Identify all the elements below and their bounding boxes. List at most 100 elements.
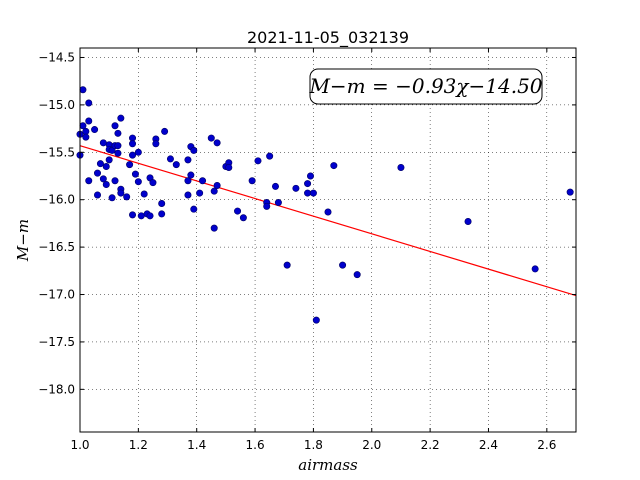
- data-point: [134, 148, 142, 156]
- data-point: [99, 139, 107, 147]
- y-tick-label: −17.5: [38, 335, 75, 349]
- data-point: [312, 316, 320, 324]
- data-point: [213, 181, 221, 189]
- data-point: [105, 156, 113, 164]
- data-point: [85, 99, 93, 107]
- x-tick-label: 2.4: [479, 438, 498, 452]
- x-tick-label: 1.6: [246, 438, 265, 452]
- data-point: [134, 178, 142, 186]
- data-point: [266, 152, 274, 160]
- data-point: [129, 140, 137, 148]
- x-tick-label: 1.4: [187, 438, 206, 452]
- data-point: [207, 134, 215, 142]
- data-point: [111, 122, 119, 130]
- data-point: [79, 122, 87, 130]
- data-point: [254, 157, 262, 165]
- data-point: [137, 212, 145, 220]
- plot-frame: [79, 47, 577, 433]
- data-point: [117, 114, 125, 122]
- data-point: [464, 218, 472, 226]
- grid-lines: [79, 48, 576, 432]
- data-point: [330, 162, 338, 170]
- data-point: [114, 142, 122, 150]
- data-point: [96, 160, 104, 168]
- data-point: [274, 199, 282, 207]
- data-point: [248, 177, 256, 185]
- data-point: [187, 171, 195, 179]
- data-point: [85, 177, 93, 185]
- data-point: [131, 170, 139, 178]
- data-point: [184, 177, 192, 185]
- data-point: [82, 133, 90, 141]
- y-tick-label: −18.0: [38, 382, 75, 396]
- data-point: [140, 190, 148, 198]
- data-point: [184, 191, 192, 199]
- data-points: [76, 86, 574, 324]
- data-point: [309, 189, 317, 197]
- data-point: [114, 129, 122, 137]
- data-point: [111, 177, 119, 185]
- y-tick-label: −17.0: [38, 288, 75, 302]
- annotation-text: M−m = −0.93χ−14.50: [308, 74, 542, 98]
- chart-title: 2021-11-05_032139: [247, 28, 409, 48]
- x-tick-label: 1.0: [70, 438, 89, 452]
- data-point: [339, 261, 347, 269]
- data-point: [99, 175, 107, 183]
- data-point: [184, 156, 192, 164]
- data-point: [91, 126, 99, 134]
- plot-area: [80, 48, 576, 432]
- data-point: [108, 194, 116, 202]
- data-point: [79, 86, 87, 94]
- data-point: [234, 207, 242, 215]
- annotation-box: M−m = −0.93χ−14.50: [308, 68, 543, 105]
- data-point: [94, 169, 102, 177]
- data-point: [149, 179, 157, 187]
- data-point: [397, 163, 405, 171]
- data-point: [161, 127, 169, 135]
- data-point: [566, 188, 574, 196]
- data-point: [271, 182, 279, 190]
- data-point: [123, 193, 131, 201]
- data-point: [166, 155, 174, 163]
- data-point: [152, 140, 160, 148]
- y-tick-label: −15.5: [38, 145, 75, 159]
- data-point: [531, 265, 539, 273]
- x-tick-label: 1.8: [304, 438, 323, 452]
- data-point: [146, 212, 154, 220]
- x-tick-label: 2.0: [362, 438, 381, 452]
- data-point: [225, 163, 233, 171]
- x-tick-label: 2.6: [537, 438, 556, 452]
- data-point: [283, 261, 291, 269]
- data-point: [158, 210, 166, 218]
- fit-line: [79, 145, 577, 297]
- y-tick-label: −16.0: [38, 193, 75, 207]
- y-axis-label: M−m: [14, 219, 32, 262]
- fit-line-group: [79, 145, 577, 297]
- data-point: [190, 146, 198, 154]
- data-point: [263, 202, 271, 210]
- annotation-frame: [309, 68, 543, 105]
- data-point: [304, 180, 312, 188]
- data-point: [117, 189, 125, 197]
- data-point: [306, 172, 314, 180]
- data-point: [196, 189, 204, 197]
- data-point: [102, 163, 110, 171]
- data-point: [190, 205, 198, 213]
- data-point: [114, 149, 122, 157]
- data-point: [126, 161, 134, 169]
- y-tick-label: −16.5: [38, 240, 75, 254]
- axis-ticks: 1.0 1.2 1.4 1.6 1.8 2.0 2.2 2.4 2.6 −14.5 −15.0 −15…: [38, 48, 576, 452]
- data-point: [85, 117, 93, 125]
- data-point: [353, 271, 361, 279]
- data-point: [213, 139, 221, 147]
- data-point: [210, 224, 218, 232]
- data-point: [239, 214, 247, 222]
- y-tick-label: −15.0: [38, 98, 75, 112]
- data-point: [129, 211, 137, 219]
- x-tick-label: 2.2: [421, 438, 440, 452]
- y-tick-label: −14.5: [38, 50, 75, 64]
- data-point: [129, 151, 137, 159]
- x-tick-label: 1.2: [129, 438, 148, 452]
- data-point: [199, 177, 207, 185]
